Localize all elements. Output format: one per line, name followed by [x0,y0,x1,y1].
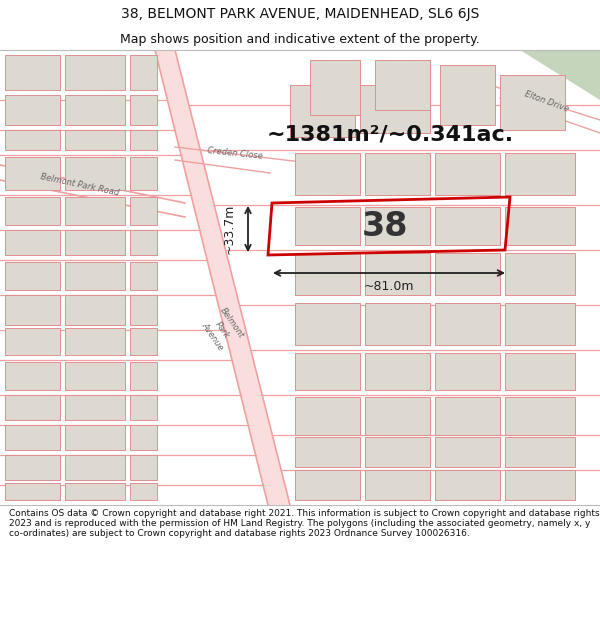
Bar [5,262,60,290]
Bar [130,395,157,420]
Bar [130,455,157,480]
Bar [295,353,360,390]
Bar [435,353,500,390]
Text: Belmont
Park
Avenue: Belmont Park Avenue [199,306,245,354]
Bar [365,437,430,467]
Bar [130,328,157,355]
Bar [5,130,60,150]
Bar [130,95,157,125]
Bar [295,437,360,467]
Bar [435,153,500,195]
Bar [130,157,157,190]
Bar [130,425,157,450]
Bar [295,397,360,435]
Text: Belmont Park Road: Belmont Park Road [40,173,120,198]
Bar [5,328,60,355]
Bar [505,253,575,295]
Text: ~1381m²/~0.341ac.: ~1381m²/~0.341ac. [266,125,514,145]
Bar [130,55,157,90]
Polygon shape [155,50,290,505]
Bar [65,130,125,150]
Bar [65,395,125,420]
Bar [435,303,500,345]
Polygon shape [520,50,600,100]
Bar [505,353,575,390]
Text: Map shows position and indicative extent of the property.: Map shows position and indicative extent… [120,32,480,46]
Bar [65,230,125,255]
Bar [360,85,430,133]
Bar [65,55,125,90]
Bar [5,295,60,325]
Bar [295,207,360,245]
Bar [65,362,125,390]
Bar [65,157,125,190]
Bar [505,153,575,195]
Bar [365,397,430,435]
Text: Elton Drive: Elton Drive [524,90,571,114]
Bar [130,295,157,325]
Bar [5,395,60,420]
Bar [130,230,157,255]
Text: ~81.0m: ~81.0m [364,281,414,294]
Bar [5,362,60,390]
Bar [365,153,430,195]
Bar [365,253,430,295]
Bar [5,455,60,480]
Bar [65,425,125,450]
Bar [435,397,500,435]
Bar [65,295,125,325]
Bar [505,207,575,245]
Bar [5,95,60,125]
Bar [505,303,575,345]
Bar [310,60,360,115]
Bar [440,65,495,125]
Bar [295,253,360,295]
Bar [365,470,430,500]
Bar [65,455,125,480]
Bar [130,262,157,290]
Bar [365,207,430,245]
Bar [65,483,125,500]
Bar [5,157,60,190]
Bar [505,397,575,435]
Bar [505,470,575,500]
Bar [295,303,360,345]
Text: Creden Close: Creden Close [207,146,263,161]
Bar [130,483,157,500]
Bar [435,470,500,500]
Bar [375,60,430,110]
Bar [5,425,60,450]
Bar [365,353,430,390]
Bar [500,75,565,130]
Bar [65,328,125,355]
Bar [505,437,575,467]
Bar [5,230,60,255]
Bar [5,197,60,225]
Bar [5,55,60,90]
Text: ~33.7m: ~33.7m [223,204,236,254]
Bar [65,197,125,225]
Bar [65,95,125,125]
Bar [295,470,360,500]
Bar [295,153,360,195]
Bar [65,262,125,290]
Bar [290,85,355,137]
Bar [130,197,157,225]
Bar [435,437,500,467]
Text: 38, BELMONT PARK AVENUE, MAIDENHEAD, SL6 6JS: 38, BELMONT PARK AVENUE, MAIDENHEAD, SL6… [121,7,479,21]
Polygon shape [555,50,600,75]
Bar [130,130,157,150]
Bar [435,207,500,245]
Bar [365,303,430,345]
Bar [5,483,60,500]
Bar [435,253,500,295]
Bar [130,362,157,390]
Text: 38: 38 [362,211,408,244]
Text: Contains OS data © Crown copyright and database right 2021. This information is : Contains OS data © Crown copyright and d… [9,509,599,538]
